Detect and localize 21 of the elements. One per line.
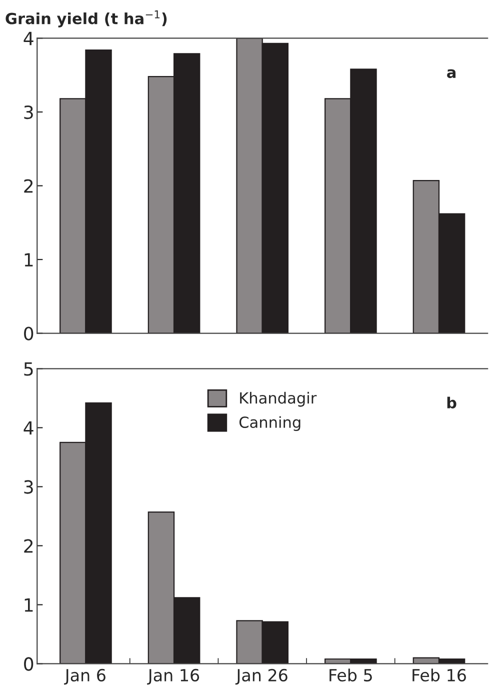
y-tick-label: 2 — [24, 539, 33, 553]
y-tick-label: 0 — [24, 326, 34, 340]
annotation: b — [447, 396, 456, 409]
x-tick-label: Jan 6 — [64, 668, 106, 685]
y-tick-label: 4 — [24, 421, 34, 435]
y-tick-label: 2 — [24, 179, 33, 193]
y-tick-label: 1 — [24, 253, 33, 266]
y-tick-label: 0 — [24, 657, 34, 671]
y-tick-label: 3 — [24, 105, 33, 120]
annotation: a — [447, 69, 456, 78]
x-tick-label: Jan 16 — [147, 668, 200, 685]
y-tick-label: 1 — [24, 598, 33, 612]
y-tick-label: 4 — [24, 32, 34, 46]
x-tick-label: Feb 16 — [412, 668, 466, 682]
y-tick-label: 5 — [24, 362, 33, 376]
y-tick-label: 3 — [24, 480, 33, 494]
legend-label: Canning — [239, 416, 300, 431]
x-tick-label: Feb 5 — [330, 668, 372, 682]
x-tick-label: Jan 26 — [235, 668, 288, 685]
chart-title: Grain yield (t ha$^{−1}$) — [6, 10, 167, 28]
legend-label: Khandagir — [240, 392, 317, 407]
